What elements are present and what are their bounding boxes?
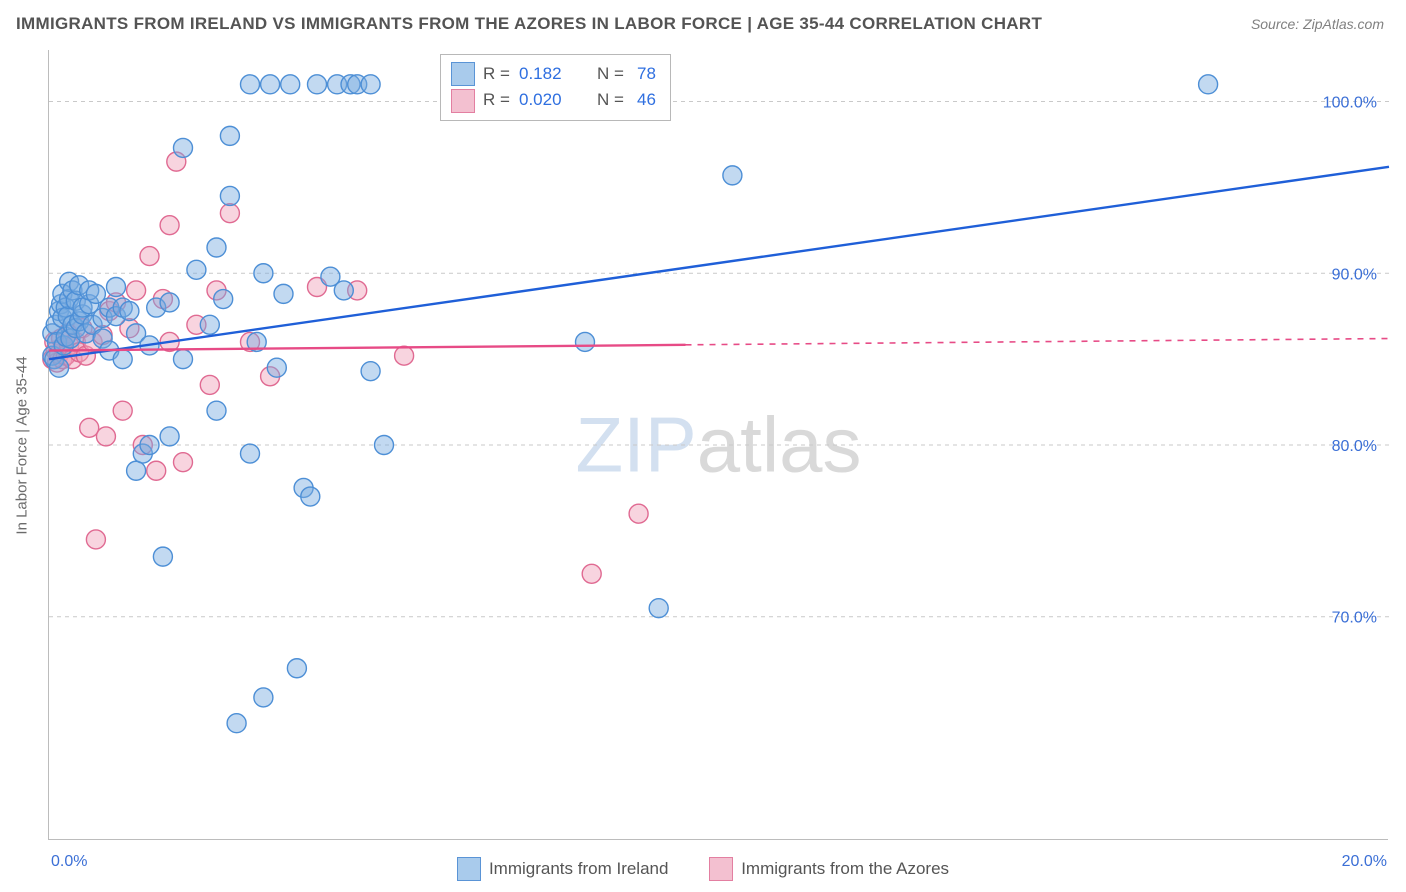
svg-text:70.0%: 70.0%: [1332, 610, 1377, 627]
y-axis-label: In Labor Force | Age 35-44: [14, 356, 31, 534]
chart-title: IMMIGRANTS FROM IRELAND VS IMMIGRANTS FR…: [16, 14, 1042, 34]
legend-label-azores: Immigrants from the Azores: [741, 859, 949, 879]
plot-area: ZIPatlas 70.0%80.0%90.0%100.0%0.0%20.0%: [48, 50, 1388, 840]
n-label: N =: [597, 87, 629, 113]
plot-svg: 70.0%80.0%90.0%100.0%0.0%20.0%: [49, 50, 1388, 839]
legend-item-ireland: Immigrants from Ireland: [457, 857, 669, 881]
correlation-legend: R = 0.182 N = 78 R = 0.020 N = 46: [440, 54, 671, 121]
svg-text:90.0%: 90.0%: [1332, 266, 1377, 283]
r-label: R =: [483, 61, 511, 87]
r-value-ireland: 0.182: [519, 61, 589, 87]
swatch-ireland-icon: [457, 857, 481, 881]
svg-text:80.0%: 80.0%: [1332, 438, 1377, 455]
svg-text:100.0%: 100.0%: [1323, 95, 1377, 112]
legend-label-ireland: Immigrants from Ireland: [489, 859, 669, 879]
swatch-ireland: [451, 62, 475, 86]
y-axis-label-container: In Labor Force | Age 35-44: [12, 50, 32, 840]
n-value-ireland: 78: [637, 61, 656, 87]
legend-row-ireland: R = 0.182 N = 78: [451, 61, 656, 87]
n-value-azores: 46: [637, 87, 656, 113]
swatch-azores-icon: [709, 857, 733, 881]
legend-item-azores: Immigrants from the Azores: [709, 857, 949, 881]
r-value-azores: 0.020: [519, 87, 589, 113]
n-label: N =: [597, 61, 629, 87]
legend-row-azores: R = 0.020 N = 46: [451, 87, 656, 113]
series-legend: Immigrants from Ireland Immigrants from …: [0, 857, 1406, 886]
swatch-azores: [451, 89, 475, 113]
source-credit: Source: ZipAtlas.com: [1251, 16, 1384, 32]
r-label: R =: [483, 87, 511, 113]
